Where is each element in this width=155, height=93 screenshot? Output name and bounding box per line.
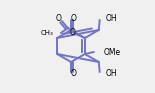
- Text: OH: OH: [106, 13, 117, 23]
- Text: CH₃: CH₃: [41, 30, 54, 36]
- Text: O: O: [71, 69, 77, 78]
- Text: O: O: [71, 13, 77, 23]
- Text: O: O: [70, 28, 76, 36]
- Text: OH: OH: [106, 69, 117, 78]
- Text: OMe: OMe: [104, 48, 121, 57]
- Text: O: O: [56, 13, 62, 23]
